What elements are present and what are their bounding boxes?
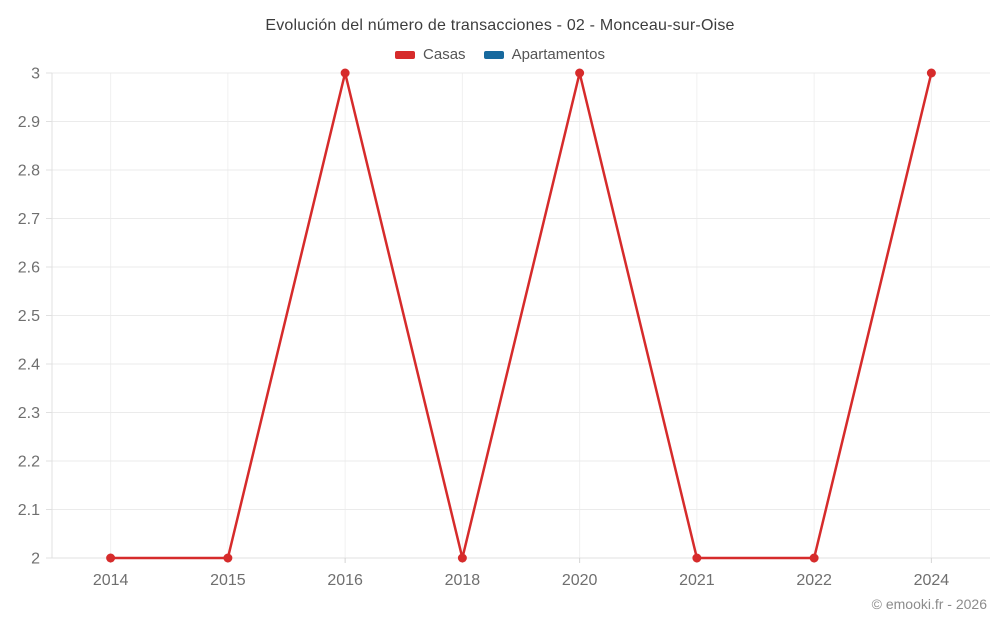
series-line-casas (109, 71, 933, 560)
legend-swatch-apartamentos-icon (483, 50, 504, 59)
y-axis-label: 2.9 (18, 114, 40, 131)
legend-item-casas[interactable]: Casas (395, 46, 466, 63)
data-point-casas-2024[interactable] (926, 68, 936, 78)
x-axis-label: 2018 (445, 572, 481, 589)
data-point-casas-2018[interactable] (457, 553, 467, 563)
data-point-casas-2022[interactable] (809, 553, 819, 563)
data-point-casas-2015[interactable] (223, 553, 233, 563)
y-axis-label: 2.8 (18, 163, 40, 180)
credit-link[interactable]: © emooki.fr - 2026 (871, 596, 987, 612)
y-axis-label: 2.6 (18, 260, 40, 277)
data-point-casas-2016[interactable] (340, 68, 350, 78)
y-axis-label: 2.1 (18, 502, 40, 519)
y-axis-label: 2 (31, 551, 40, 568)
y-axis-label: 2.2 (18, 454, 40, 471)
x-axis-label: 2015 (210, 572, 246, 589)
legend-swatch-casas-icon (395, 50, 416, 59)
legend-item-apartamentos[interactable]: Apartamentos (483, 46, 605, 63)
legend: Casas Apartamentos (0, 46, 1000, 63)
y-axis-label: 2.3 (18, 405, 40, 422)
x-axis-label: 2014 (93, 572, 129, 589)
x-axis-label: 2024 (914, 572, 950, 589)
x-axis-label: 2022 (796, 572, 832, 589)
chart-title: Evolución del número de transacciones - … (265, 17, 735, 34)
legend-label-casas: Casas (423, 46, 466, 63)
legend-label-apartamentos: Apartamentos (511, 46, 605, 63)
data-point-casas-2021[interactable] (692, 553, 702, 563)
data-point-casas-2020[interactable] (575, 68, 585, 78)
y-axis-label: 2.4 (18, 357, 40, 374)
x-axis-label: 2021 (679, 572, 715, 589)
data-point-casas-2014[interactable] (106, 553, 116, 563)
y-axis-label: 2.7 (18, 211, 40, 228)
y-axis-label: 2.5 (18, 308, 40, 325)
x-axis-label: 2016 (327, 572, 363, 589)
y-axis-label: 3 (31, 66, 40, 83)
x-axis-label: 2020 (562, 572, 598, 589)
